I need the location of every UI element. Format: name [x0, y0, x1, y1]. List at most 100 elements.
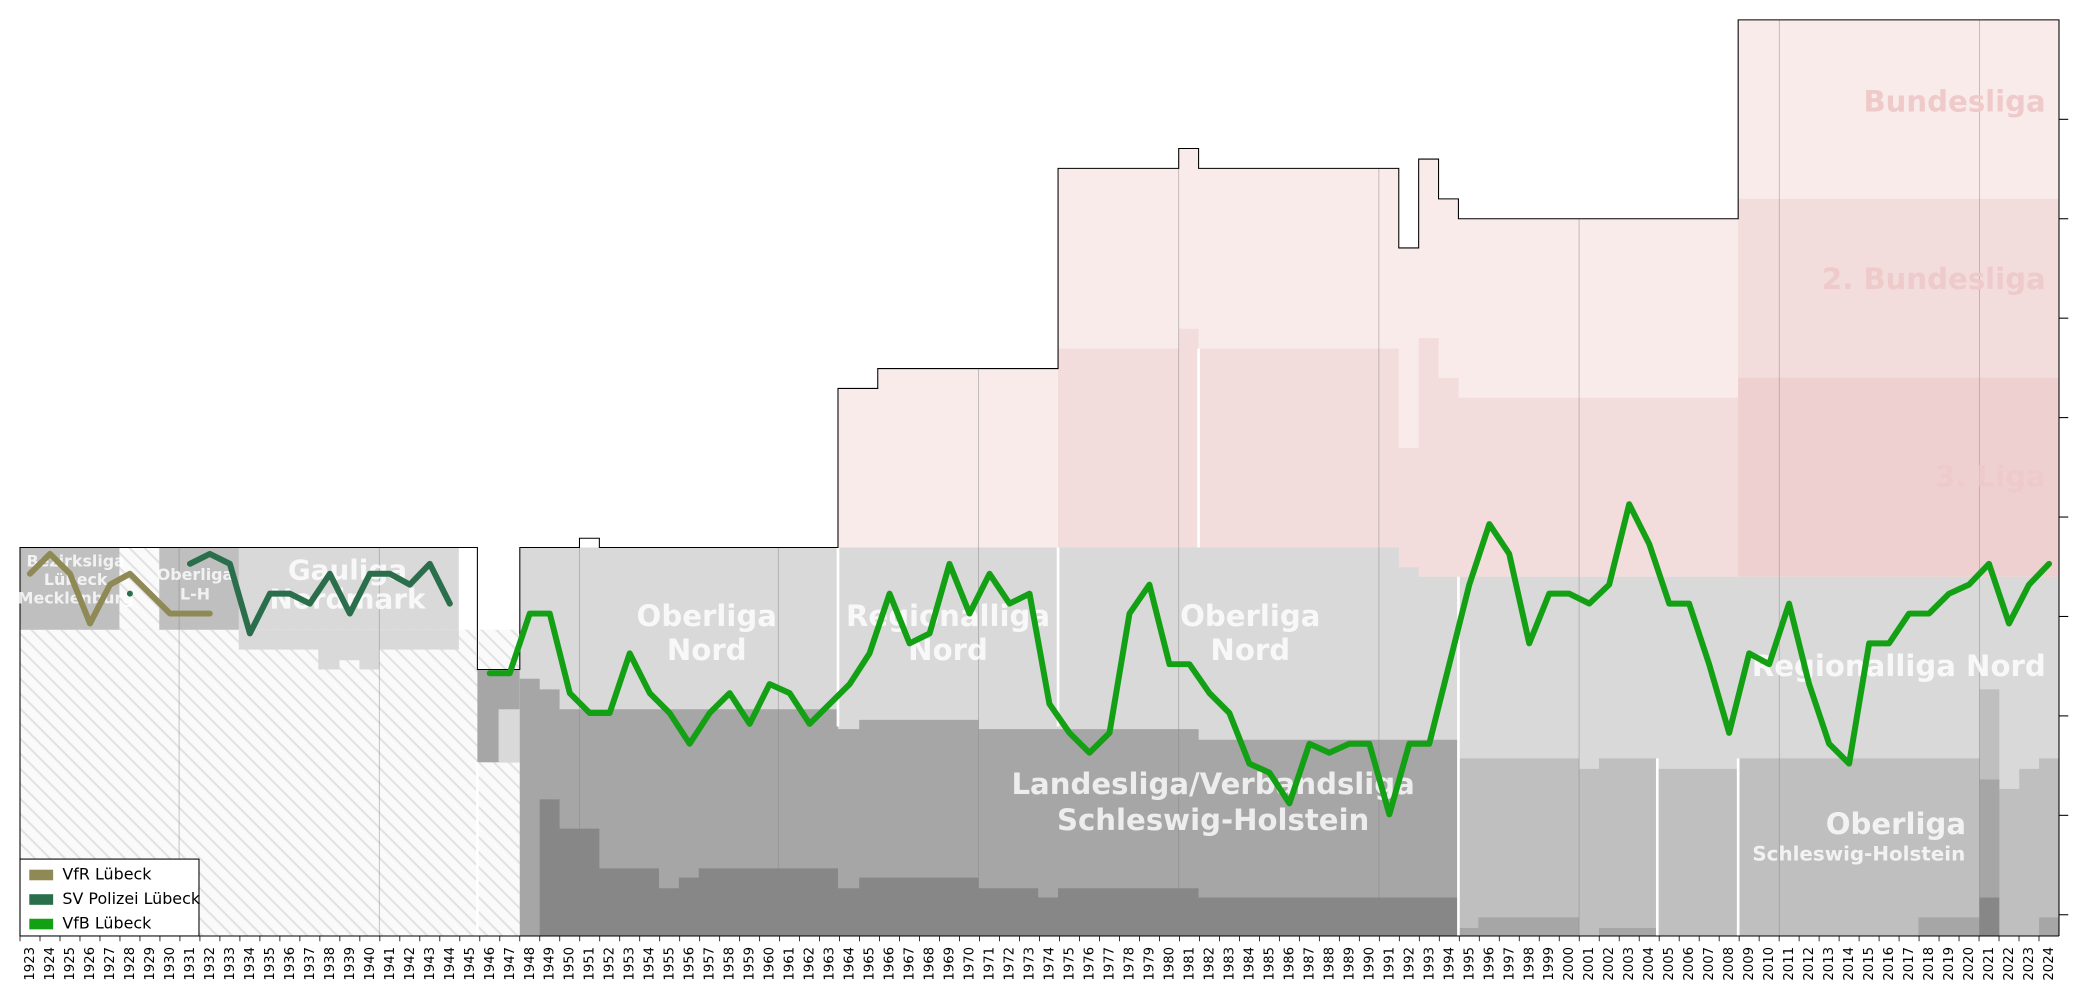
league-label: Landesliga/Verbandsliga — [1011, 767, 1414, 801]
league-label: Schleswig-Holstein — [1752, 843, 1965, 866]
x-tick-label: 1977 — [1102, 947, 1117, 981]
x-tick-label: 1937 — [303, 947, 318, 981]
league-tier — [1979, 897, 2000, 936]
league-tier — [1458, 779, 2059, 936]
x-tick-label: 1923 — [23, 947, 38, 981]
x-tick-label: 1968 — [923, 947, 938, 981]
x-tick-label: 2013 — [1822, 947, 1837, 981]
x-tick-label: 1981 — [1182, 947, 1197, 981]
x-tick-label: 2007 — [1702, 947, 1717, 981]
league-label: Gauliga — [288, 553, 407, 586]
league-background — [19, 19, 2060, 937]
x-tick-label: 2019 — [1942, 947, 1957, 981]
x-tick-label: 2005 — [1662, 947, 1677, 981]
x-tick-label: 1982 — [1202, 947, 1217, 981]
x-tick-label: 1989 — [1342, 947, 1357, 981]
x-tick-label: 1976 — [1082, 947, 1097, 981]
x-tick-label: 1944 — [443, 947, 458, 981]
x-tick-label: 1978 — [1122, 947, 1137, 981]
league-label: Oberliga — [157, 565, 234, 584]
x-tick-label: 1990 — [1362, 947, 1377, 981]
x-tick-label: 1991 — [1382, 947, 1397, 981]
x-tick-label: 1931 — [183, 947, 198, 981]
league-label: Oberliga — [637, 599, 777, 633]
x-tick-label: 1999 — [1542, 947, 1557, 981]
x-tick-label: 2000 — [1562, 947, 1577, 981]
x-tick-label: 2006 — [1682, 947, 1697, 981]
x-tick-label: 2017 — [1902, 947, 1917, 981]
x-tick-label: 1938 — [323, 947, 338, 981]
x-tick-label: 1959 — [743, 947, 758, 981]
x-tick-label: 2018 — [1922, 947, 1937, 981]
league-label: Oberliga — [1826, 807, 1966, 841]
legend-label: SV Polizei Lübeck — [62, 889, 200, 908]
x-tick-label: 1966 — [883, 947, 898, 981]
x-tick-label: 1925 — [63, 947, 78, 981]
x-tick-label: 1958 — [723, 947, 738, 981]
x-tick-label: 1970 — [963, 947, 978, 981]
x-tick-label: 1986 — [1282, 947, 1297, 981]
league-label: Nord — [667, 633, 747, 667]
league-label: Oberliga — [1180, 599, 1320, 633]
x-tick-label: 1927 — [103, 947, 118, 981]
legend-swatch — [29, 918, 54, 930]
x-tick-label: 1943 — [423, 947, 438, 981]
x-tick-label: 2015 — [1862, 947, 1877, 981]
league-tier — [539, 799, 1459, 936]
league-label: Schleswig-Holstein — [1057, 803, 1369, 837]
x-tick-label: 1980 — [1162, 947, 1177, 981]
x-tick-label: 2014 — [1842, 947, 1857, 981]
league-label: Nord — [1210, 633, 1290, 667]
x-tick-label: 1932 — [203, 947, 218, 981]
x-tick-label: 1926 — [83, 947, 98, 981]
ticks: 1923 1924 1925 1926 1927 1928 1929 1930 1931 1932… — [19, 118, 2069, 981]
x-tick-label: 1995 — [1462, 947, 1477, 981]
x-tick-label: 2002 — [1602, 947, 1617, 981]
x-tick-label: 1935 — [263, 947, 278, 981]
x-tick-label: 1973 — [1023, 947, 1038, 981]
x-tick-label: 1987 — [1302, 947, 1317, 981]
league-tier — [238, 629, 459, 670]
x-tick-label: 1984 — [1242, 947, 1257, 981]
x-tick-label: 2022 — [2002, 947, 2017, 981]
x-tick-label: 1934 — [243, 947, 258, 981]
x-tick-label: 1956 — [683, 947, 698, 981]
x-tick-label: 1974 — [1042, 947, 1057, 981]
legend-label: VfB Lübeck — [62, 914, 152, 933]
x-tick-label: 1950 — [563, 947, 578, 981]
league-label: Lübeck — [44, 570, 108, 589]
x-tick-label: 1948 — [523, 947, 538, 981]
league-label: 3. Liga — [1935, 460, 2046, 494]
x-tick-label: 1992 — [1402, 947, 1417, 981]
x-tick-label: 1969 — [943, 947, 958, 981]
x-tick-label: 2020 — [1962, 947, 1977, 981]
x-tick-label: 1954 — [643, 947, 658, 981]
league-tier — [1458, 689, 2059, 936]
league-tier — [20, 547, 120, 630]
x-tick-label: 2011 — [1782, 947, 1797, 981]
x-tick-label: 2016 — [1882, 947, 1897, 981]
x-tick-label: 1929 — [143, 947, 158, 981]
x-tick-label: 1924 — [43, 947, 58, 981]
x-tick-label: 1975 — [1062, 947, 1077, 981]
x-tick-label: 1997 — [1502, 947, 1517, 981]
x-tick-label: 1993 — [1422, 947, 1437, 981]
no-data-area — [119, 547, 160, 630]
x-tick-label: 1951 — [583, 947, 598, 981]
x-tick-label: 2010 — [1762, 947, 1777, 981]
x-tick-label: 1957 — [703, 947, 718, 981]
x-tick-label: 1961 — [783, 947, 798, 981]
x-tick-label: 1972 — [1003, 947, 1018, 981]
x-tick-label: 1988 — [1322, 947, 1337, 981]
x-tick-label: 2012 — [1802, 947, 1817, 981]
x-tick-label: 2003 — [1622, 947, 1637, 981]
league-label: 2. Bundesliga — [1822, 262, 2046, 296]
x-tick-label: 1955 — [663, 947, 678, 981]
x-tick-label: 1947 — [503, 947, 518, 981]
x-tick-label: 1945 — [463, 947, 478, 981]
x-tick-label: 1964 — [843, 947, 858, 981]
league-tier — [498, 709, 520, 763]
league-label: Regionalliga Nord — [1752, 649, 2046, 683]
x-tick-label: 2009 — [1742, 947, 1757, 981]
